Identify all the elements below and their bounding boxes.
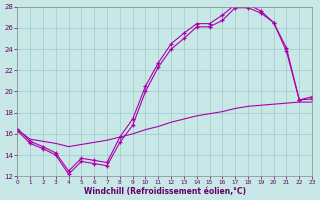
X-axis label: Windchill (Refroidissement éolien,°C): Windchill (Refroidissement éolien,°C)	[84, 187, 246, 196]
